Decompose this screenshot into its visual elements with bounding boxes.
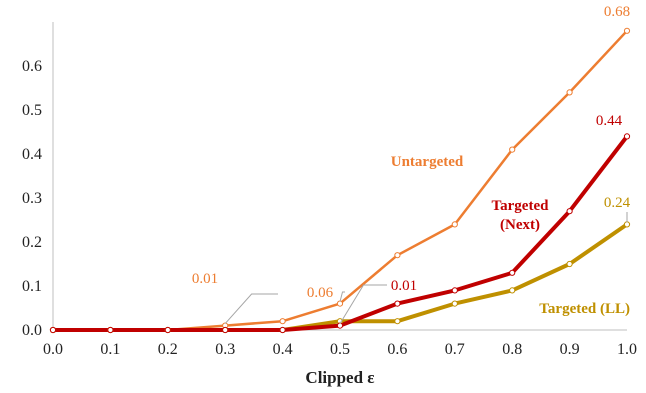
axes bbox=[52, 22, 627, 331]
x-tick-label: 1.0 bbox=[617, 341, 637, 358]
x-tick-labels: 0.0 0.1 0.2 0.3 0.4 0.5 0.6 0.7 0.8 0.9 1.0 bbox=[43, 341, 637, 358]
x-tick-label: 0.6 bbox=[387, 341, 407, 358]
data-point bbox=[164, 326, 171, 334]
series-label: Targeted bbox=[492, 198, 550, 214]
y-tick-label: 0.4 bbox=[22, 146, 42, 163]
x-tick-label: 0.0 bbox=[43, 341, 63, 358]
data-point bbox=[509, 269, 516, 276]
data-point bbox=[394, 300, 401, 307]
annotation-leader bbox=[339, 291, 345, 302]
x-tick-label: 0.1 bbox=[100, 341, 120, 358]
value-annotation: 0.44 bbox=[596, 113, 623, 129]
data-point bbox=[509, 146, 516, 153]
value-annotations: 0.68 0.44 0.24 0.01 0.06 0.01 bbox=[192, 4, 631, 324]
data-point bbox=[566, 208, 573, 215]
value-annotation: 0.24 bbox=[604, 195, 631, 211]
y-tick-labels: 0.0 0.1 0.2 0.3 0.4 0.5 0.6 bbox=[22, 58, 42, 339]
data-point bbox=[394, 252, 401, 259]
y-tick-label: 0.1 bbox=[22, 278, 42, 295]
y-tick-label: 0.6 bbox=[22, 58, 42, 75]
x-tick-label: 0.3 bbox=[215, 341, 235, 358]
x-tick-label: 0.9 bbox=[560, 341, 580, 358]
x-tick-label: 0.2 bbox=[158, 341, 178, 358]
value-annotation: 0.06 bbox=[307, 285, 334, 301]
data-point bbox=[623, 27, 631, 34]
series-line bbox=[53, 29, 628, 332]
data-point bbox=[451, 221, 458, 228]
x-tick-label: 0.8 bbox=[502, 341, 522, 358]
annotation-leader bbox=[339, 284, 387, 324]
data-point bbox=[336, 322, 344, 329]
value-annotation: 0.01 bbox=[391, 278, 417, 294]
data-point bbox=[279, 326, 286, 334]
x-tick-label: 0.7 bbox=[445, 341, 465, 358]
value-annotation: 0.68 bbox=[604, 4, 630, 20]
series-points bbox=[49, 27, 631, 334]
data-point bbox=[222, 326, 229, 334]
y-tick-label: 0.2 bbox=[22, 234, 42, 251]
data-point bbox=[566, 89, 573, 96]
y-tick-label: 0.5 bbox=[22, 102, 42, 119]
x-axis-title: Clipped ε bbox=[305, 368, 374, 387]
series-lines bbox=[53, 29, 629, 332]
series-labels: Untargeted Targeted (Next) Targeted (LL) bbox=[391, 154, 630, 317]
data-point bbox=[107, 326, 114, 334]
data-point bbox=[394, 318, 401, 325]
y-tick-label: 0.3 bbox=[22, 190, 42, 207]
y-tick-label: 0.0 bbox=[22, 322, 42, 339]
data-point bbox=[336, 300, 344, 307]
data-point bbox=[451, 287, 458, 294]
data-point bbox=[279, 318, 286, 325]
series-label: Targeted (LL) bbox=[539, 301, 630, 317]
x-tick-label: 0.5 bbox=[330, 341, 350, 358]
series-label: Untargeted bbox=[391, 154, 464, 170]
data-point bbox=[509, 287, 516, 294]
data-point bbox=[49, 326, 57, 334]
data-point bbox=[566, 260, 573, 268]
value-annotation: 0.01 bbox=[192, 271, 218, 287]
data-point bbox=[451, 300, 458, 307]
data-point bbox=[623, 221, 631, 228]
series-label: (Next) bbox=[500, 217, 540, 233]
annotation-leader bbox=[224, 293, 278, 324]
x-tick-label: 0.4 bbox=[273, 341, 293, 358]
data-point bbox=[623, 133, 631, 140]
